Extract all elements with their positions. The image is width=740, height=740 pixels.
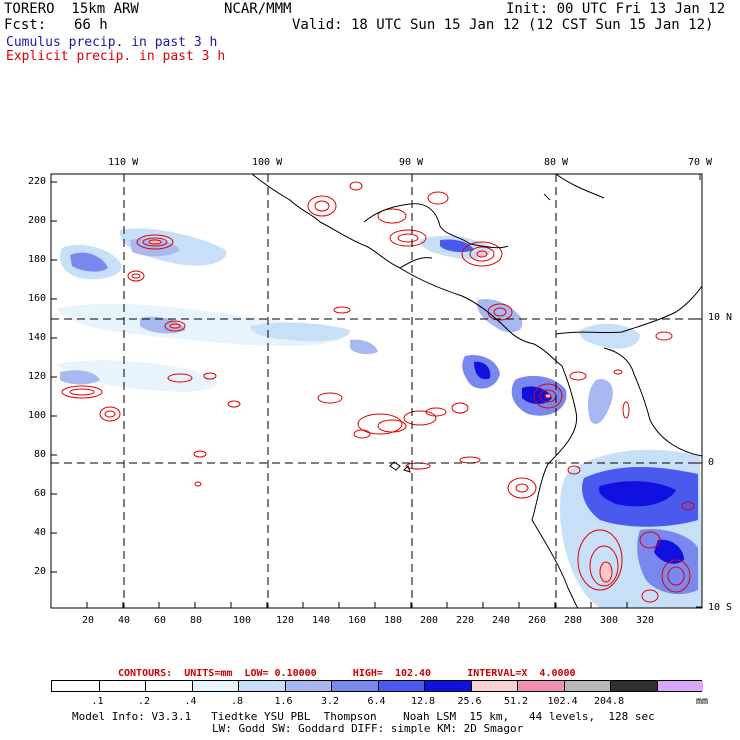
colorbar-label: 102.4 [547,696,578,707]
x-tick-label: 60 [154,615,167,626]
colorbar-swatch [424,681,471,691]
colorbar-label: .8 [230,696,244,707]
colorbar-label: 6.4 [367,696,386,707]
y-tick-label: 140 [28,332,47,343]
lon-label-70w: 70 W [688,157,713,168]
x-tick-label: 160 [348,615,367,626]
forecast-label: Fcst: [4,17,47,33]
colorbar-label: 25.6 [457,696,482,707]
lon-label-100w: 100 W [252,157,283,168]
colorbar-swatch [377,681,424,691]
cumulus-precip-areas [56,228,702,608]
x-tick-label: 140 [312,615,331,626]
colorbar-swatch [52,681,99,691]
colorbar-swatch [238,681,285,691]
x-tick-label: 120 [276,615,295,626]
colorbar-swatch [470,681,517,691]
lat-label-10n: 10 N [708,312,733,323]
lon-label-80w: 80 W [544,157,569,168]
axis-ticks [51,174,702,608]
x-tick-label: 320 [636,615,655,626]
explicit-precip-contours [61,181,695,603]
colorbar-label: 12.8 [410,696,436,707]
colorbar-label: 51.2 [503,696,529,707]
forecast-hour: 66 h [74,17,108,33]
colorbar-swatch [331,681,378,691]
model-title: TORERO 15km ARW [4,1,139,17]
colorbar-swatch [563,681,610,691]
x-tick-label: 240 [492,615,511,626]
x-tick-label: 260 [528,615,547,626]
y-tick-label: 160 [28,293,47,304]
model-info-line2: LW: Godd SW: Goddard DIFF: simple KM: 2D… [212,722,524,735]
colorbar-swatch [284,681,331,691]
colorbar-swatch [145,681,192,691]
explicit-legend-label: Explicit precip. in past 3 h [6,49,226,64]
cumulus-legend-label: Cumulus precip. in past 3 h [6,35,218,50]
colorbar-swatch [98,681,145,691]
x-tick-label: 40 [118,615,131,626]
map-fields [51,174,702,608]
lon-label-110w: 110 W [108,157,139,168]
lat-label-10s: 10 S [708,602,733,613]
y-tick-label: 200 [28,215,47,226]
lat-lon-grid [51,174,702,608]
x-tick-label: 100 [233,615,252,626]
valid-time: Valid: 18 UTC Sun 15 Jan 12 (12 CST Sun … [292,17,714,33]
y-tick-label: 60 [34,488,47,499]
x-tick-label: 80 [190,615,203,626]
contour-info: CONTOURS: UNITS=mm LOW= 0.10000 HIGH= 10… [118,668,576,679]
y-tick-label: 180 [28,254,47,265]
colorbar-label: 1.6 [274,696,293,707]
colorbar-swatch [191,681,238,691]
y-tick-label: 20 [34,566,47,577]
lat-label-0: 0 [708,457,715,468]
lon-label-90w: 90 W [399,157,424,168]
colorbar [51,680,703,692]
plot-frame [50,173,703,609]
x-tick-label: 220 [456,615,475,626]
y-tick-label: 120 [28,371,47,382]
x-tick-label: 20 [82,615,95,626]
colorbar-unit: mm [696,696,709,707]
colorbar-swatch [517,681,564,691]
y-tick-label: 220 [28,176,47,187]
colorbar-label: 204.8 [594,696,625,707]
x-tick-label: 200 [420,615,439,626]
x-tick-label: 180 [384,615,403,626]
org-label: NCAR/MMM [224,1,292,17]
x-tick-label: 280 [564,615,583,626]
model-info-line1: Model Info: V3.3.1 Tiedtke YSU PBL Thomp… [72,710,655,723]
colorbar-swatch [656,681,703,691]
colorbar-label: .1 [91,696,104,707]
colorbar-label: .2 [137,696,151,707]
init-time: Init: 00 UTC Fri 13 Jan 12 [506,1,726,17]
y-tick-label: 100 [28,410,47,421]
y-tick-label: 40 [34,527,47,538]
colorbar-swatch [610,681,657,691]
colorbar-label: 3.2 [320,696,340,707]
x-tick-label: 300 [600,615,619,626]
y-tick-label: 80 [34,449,47,460]
colorbar-label: .4 [184,696,197,707]
